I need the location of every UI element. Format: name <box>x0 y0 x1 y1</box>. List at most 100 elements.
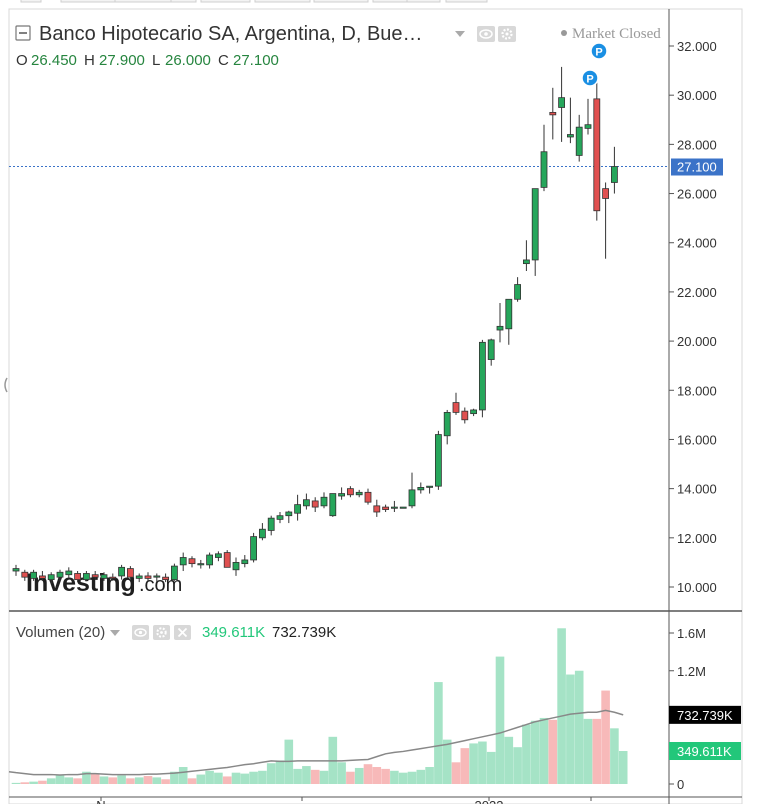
candle <box>83 571 90 581</box>
panel-splitter-handle[interactable] <box>4 377 8 393</box>
volume-bar <box>513 747 522 784</box>
candle <box>593 81 601 221</box>
market-status: Market Closed <box>572 26 661 42</box>
candle-body <box>346 488 354 496</box>
volume-bar <box>557 628 566 784</box>
candle <box>241 555 249 568</box>
candle <box>109 573 117 581</box>
volume-bar <box>73 778 82 784</box>
volume-bar <box>601 690 610 784</box>
candle-body <box>170 565 178 581</box>
volume-tick-label: 1.6M <box>677 626 706 641</box>
candle-body <box>443 412 451 437</box>
volume-bar <box>354 767 364 784</box>
candle <box>162 573 170 583</box>
candle <box>267 515 275 536</box>
chevron-down-icon[interactable] <box>110 630 120 636</box>
candle-body <box>47 574 55 581</box>
candle <box>179 552 187 572</box>
candle <box>223 550 231 568</box>
volume-bar <box>117 775 126 784</box>
candle <box>364 488 372 505</box>
price-tick-label: 22.000 <box>677 285 717 300</box>
ohlc-open-value: 26.450 <box>31 52 77 69</box>
candle <box>443 409 451 445</box>
candle-body <box>399 506 407 509</box>
event-badge-p[interactable]: P <box>581 69 599 87</box>
candle <box>575 114 583 162</box>
eye-icon[interactable] <box>132 625 149 640</box>
volume-bar <box>346 771 355 784</box>
price-tick-label: 14.000 <box>677 482 717 497</box>
collapse-icon[interactable] <box>15 25 31 41</box>
event-badge-label: P <box>586 74 593 86</box>
ohlc-legend: O 26.450 H 27.900 L 26.000 C 27.100 <box>16 52 279 69</box>
volume-bar <box>143 775 153 784</box>
candle-body <box>523 259 530 265</box>
volume-bar <box>20 782 30 784</box>
candle <box>452 392 460 415</box>
candle-body <box>338 493 346 497</box>
volume-bar <box>566 674 575 784</box>
volume-average-value: 732.739K <box>272 624 336 641</box>
volume-bar <box>425 767 434 784</box>
volume-bar <box>275 760 285 784</box>
volume-bar <box>592 718 602 784</box>
chart-header: Banco Hipotecario SA, Argentina, D, Bue…… <box>15 23 661 45</box>
volume-axis-ticks: 1.6M 1.2M 0 732.739K 349.611K <box>669 626 741 792</box>
candle <box>461 407 469 424</box>
gear-icon[interactable] <box>153 625 170 640</box>
candle <box>496 302 504 343</box>
eye-icon[interactable] <box>477 26 495 42</box>
candle <box>417 482 425 494</box>
candle <box>567 97 574 144</box>
volume-header: Volumen (20) 349.611K 732.739K <box>16 624 336 641</box>
volume-bar <box>574 670 584 784</box>
volume-average-tag-label: 732.739K <box>677 708 733 723</box>
volume-bar <box>46 778 56 784</box>
volume-tick-label: 1.2M <box>677 664 706 679</box>
volume-bar <box>55 775 65 784</box>
candle-body <box>285 511 293 517</box>
candle <box>206 552 214 569</box>
candle <box>170 563 178 581</box>
status-dot-icon <box>561 30 567 36</box>
candle-body <box>602 188 609 199</box>
volume-bar <box>205 770 214 784</box>
candle <box>12 564 20 576</box>
event-badge-p[interactable]: P <box>590 42 608 60</box>
candle <box>65 567 73 579</box>
candle-body <box>223 552 231 568</box>
gear-icon[interactable] <box>498 26 516 42</box>
volume-bar <box>319 770 329 784</box>
volume-bar <box>178 767 188 784</box>
candle-body <box>241 559 249 565</box>
candle-body <box>320 496 328 507</box>
volume-bar <box>38 780 47 784</box>
candle <box>338 487 346 500</box>
candle-body <box>558 97 565 108</box>
volume-bar <box>548 719 558 784</box>
candle-body <box>188 558 196 565</box>
candle-body <box>153 575 161 578</box>
candle <box>74 571 81 583</box>
price-tick-label: 28.000 <box>677 137 717 152</box>
top-toolbar[interactable] <box>20 0 488 3</box>
volume-tick-label: 0 <box>677 777 684 792</box>
candle <box>294 494 302 521</box>
candle-body <box>567 134 574 138</box>
candle-body <box>496 325 504 331</box>
volume-title: Volumen (20) <box>16 624 105 641</box>
candle-body <box>135 575 143 579</box>
volume-current-value: 349.611K <box>202 624 265 641</box>
candle <box>382 504 390 512</box>
candle <box>373 499 381 517</box>
candle-body <box>514 284 521 300</box>
volume-bar <box>170 771 179 784</box>
chevron-down-icon[interactable] <box>455 31 465 37</box>
candle-body <box>355 491 363 496</box>
candle <box>47 572 55 584</box>
candle <box>285 510 293 524</box>
close-icon[interactable] <box>174 625 191 640</box>
